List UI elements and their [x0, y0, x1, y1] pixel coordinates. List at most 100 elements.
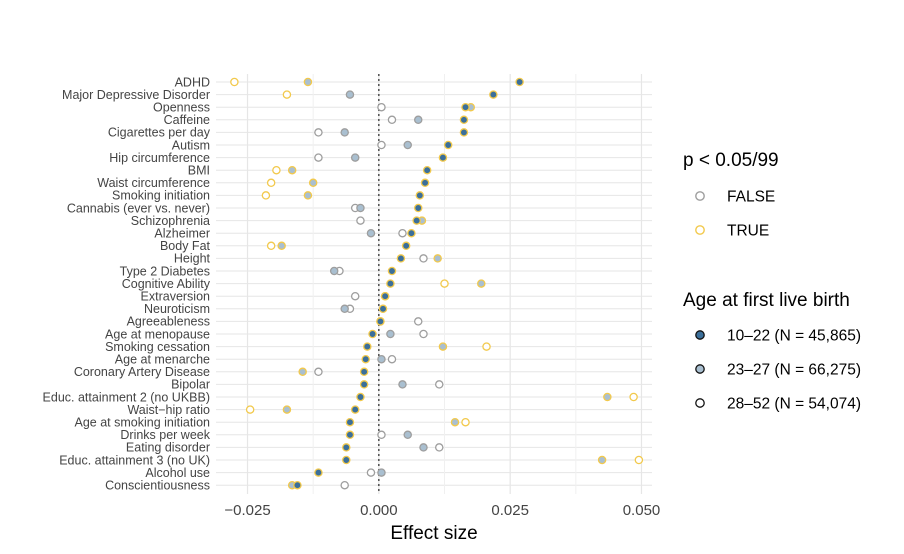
- point-g1: [396, 254, 406, 263]
- point-g3: [314, 128, 323, 137]
- legend-key-age-group: [695, 398, 705, 408]
- y-tick-label: Alzheimer: [154, 227, 210, 241]
- y-tick-label: Smoking cessation: [105, 340, 210, 354]
- point-g2: [438, 342, 448, 351]
- point-g2: [340, 304, 349, 314]
- point-g1: [412, 216, 421, 225]
- point-g2: [308, 178, 318, 188]
- legend-key-true: [695, 225, 705, 235]
- point-g1: [443, 140, 453, 150]
- point-g1: [459, 115, 469, 125]
- legend-label: 28–52 (N = 54,074): [727, 396, 861, 413]
- point-g2: [377, 468, 386, 477]
- y-tick-label: Age at menopause: [105, 327, 210, 341]
- point-g2: [345, 90, 355, 99]
- point-g3: [435, 380, 444, 389]
- point-g1: [380, 291, 390, 301]
- point-g1: [407, 228, 416, 238]
- point-g3: [266, 241, 276, 251]
- point-g3: [314, 153, 323, 162]
- y-tick-label: ADHD: [175, 75, 210, 89]
- point-g2: [303, 77, 313, 87]
- y-tick-label: Age at menarche: [115, 353, 210, 367]
- point-g3: [629, 392, 638, 402]
- y-tick-label: Major Depressive Disorder: [62, 88, 210, 102]
- point-g1: [438, 153, 448, 162]
- point-g3: [377, 140, 386, 150]
- y-tick-label: Agreeableness: [127, 315, 210, 329]
- point-g1: [359, 380, 369, 389]
- point-g1: [359, 367, 369, 377]
- point-g1: [342, 443, 351, 452]
- point-g3: [282, 90, 292, 99]
- point-g2: [386, 329, 395, 339]
- point-g3: [230, 77, 239, 87]
- point-g2: [403, 140, 412, 150]
- y-tick-label: Smoking initiation: [112, 189, 210, 203]
- point-g3: [245, 405, 255, 414]
- y-tick-label: Coronary Artery Disease: [74, 365, 210, 379]
- legend-significance-title: p < 0.05/99: [683, 150, 779, 171]
- point-g2: [398, 380, 407, 389]
- y-tick-label: Autism: [172, 138, 210, 152]
- y-tick-label: Cognitive Ability: [122, 277, 211, 291]
- point-g2: [350, 153, 360, 162]
- point-g3: [482, 342, 491, 351]
- point-g2: [433, 254, 442, 263]
- point-g3: [340, 480, 349, 490]
- legend-age-group-title: Age at first live birth: [683, 290, 850, 311]
- point-g3: [314, 367, 323, 377]
- point-g3: [356, 216, 365, 225]
- y-tick-label: Drinks per week: [120, 428, 210, 442]
- point-g1: [314, 468, 323, 477]
- point-g3: [634, 455, 644, 465]
- point-g1: [368, 329, 377, 339]
- y-tick-label: Age at smoking initiation: [75, 416, 211, 430]
- point-g1: [361, 354, 370, 364]
- y-tick-label: Cannabis (ever vs. never): [67, 201, 210, 215]
- point-g1: [415, 191, 425, 200]
- y-tick-label: Schizophrenia: [131, 214, 210, 228]
- point-g1: [345, 417, 355, 427]
- point-g1: [345, 430, 355, 440]
- point-g3: [398, 228, 407, 238]
- y-tick-label: Openness: [153, 101, 210, 115]
- point-g2: [603, 392, 612, 402]
- y-tick-label: Educ. attainment 2 (no UKBB): [43, 390, 210, 404]
- y-tick-label: Cigarettes per day: [108, 126, 211, 140]
- point-g3: [272, 165, 281, 175]
- y-tick-label: Alcohol use: [145, 466, 210, 480]
- point-g3: [387, 115, 397, 125]
- y-tick-label: Type 2 Diabetes: [120, 264, 210, 278]
- point-g3: [435, 443, 444, 452]
- legend-significance: p < 0.05/99 FALSE TRUE: [683, 150, 779, 240]
- point-g3: [413, 317, 423, 326]
- point-g1: [293, 480, 302, 490]
- y-tick-label: Caffeine: [164, 113, 210, 127]
- point-g2: [303, 191, 313, 200]
- point-g1: [420, 178, 430, 188]
- point-g2: [356, 203, 365, 213]
- y-tick-label: Waist circumference: [97, 176, 210, 190]
- point-g3: [461, 417, 470, 427]
- legend-age-group: Age at first live birth 10–22 (N = 45,86…: [683, 290, 861, 413]
- point-g1: [422, 165, 432, 175]
- point-g1: [363, 342, 372, 351]
- legend-key-age-group: [695, 330, 705, 340]
- y-tick-label: Neuroticism: [144, 302, 210, 316]
- point-g1: [461, 102, 470, 112]
- legend-label: 10–22 (N = 45,865): [727, 328, 861, 345]
- point-g3: [419, 254, 428, 263]
- point-g3: [419, 329, 428, 339]
- legend-label: FALSE: [727, 189, 775, 206]
- y-tick-label: Waist−hip ratio: [127, 403, 210, 417]
- point-g1: [413, 203, 423, 213]
- point-g1: [515, 77, 524, 87]
- point-g2: [340, 128, 349, 137]
- data-points: [230, 77, 644, 490]
- point-g2: [450, 417, 460, 427]
- point-g2: [298, 367, 307, 377]
- point-g1: [387, 266, 397, 276]
- y-tick-label: Extraversion: [141, 290, 211, 304]
